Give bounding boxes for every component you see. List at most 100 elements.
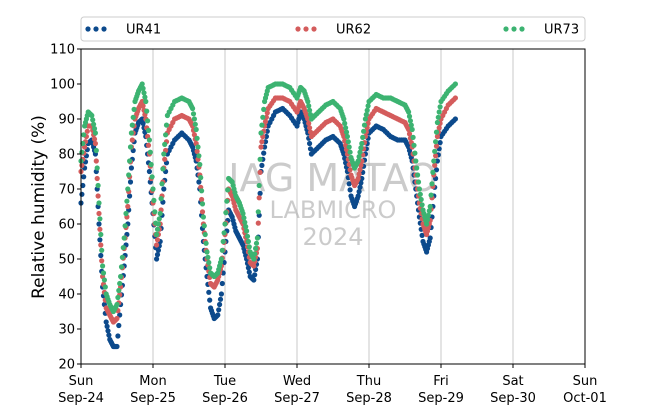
point-UR41 [114,344,119,349]
point-UR62 [256,221,261,226]
point-UR73 [194,127,199,132]
point-UR73 [151,198,156,203]
point-UR73 [159,181,164,186]
point-UR41 [128,179,133,184]
point-UR73 [122,235,127,240]
legend-label-UR62: UR62 [336,23,371,38]
point-UR73 [431,158,436,163]
point-UR73 [204,249,209,254]
point-UR73 [125,186,130,191]
point-UR73 [346,139,351,144]
point-UR62 [155,237,160,242]
point-UR41 [154,256,159,261]
point-UR73 [433,139,438,144]
point-UR73 [147,137,152,142]
point-UR73 [362,123,367,128]
point-UR73 [143,99,148,104]
point-UR41 [217,302,222,307]
point-UR41 [247,270,252,275]
point-UR73 [366,103,371,108]
point-UR62 [259,139,264,144]
point-UR73 [191,111,196,116]
point-UR62 [357,172,362,177]
point-UR41 [116,323,121,328]
point-UR41 [219,291,224,296]
point-UR62 [92,137,97,142]
point-UR73 [205,255,210,260]
point-UR73 [141,90,146,95]
point-UR73 [192,116,197,121]
point-UR41 [218,297,223,302]
point-UR73 [95,165,100,170]
point-UR73 [348,150,353,155]
point-UR73 [100,263,105,268]
x-tick-weekday-0: Sun [69,374,94,389]
point-UR62 [348,167,353,172]
point-UR73 [145,118,150,123]
point-UR41 [220,281,225,286]
point-UR73 [157,216,162,221]
x-tick-date-4: Sep-28 [346,391,392,406]
x-tick-weekday-4: Thu [356,374,381,389]
point-UR41 [356,193,361,198]
point-UR73 [98,232,103,237]
point-UR73 [260,115,265,120]
point-UR41 [106,333,111,338]
point-UR73 [436,115,441,120]
y-axis-title: Relative humidity (%) [29,115,49,299]
point-UR73 [259,123,264,128]
point-UR73 [199,188,204,193]
point-UR73 [119,264,124,269]
point-UR73 [120,255,125,260]
point-UR62 [79,163,84,168]
point-UR73 [123,211,128,216]
point-UR73 [129,130,134,135]
point-UR73 [411,135,416,140]
point-UR62 [96,193,101,198]
point-UR62 [200,209,205,214]
point-UR73 [162,142,167,147]
point-UR73 [222,221,227,226]
point-UR73 [118,274,123,279]
point-UR73 [156,221,161,226]
point-UR62 [130,137,135,142]
point-UR73 [197,162,202,167]
point-UR62 [306,121,311,126]
point-UR73 [203,232,208,237]
point-UR62 [258,144,263,149]
point-UR62 [96,211,101,216]
y-tick-label-40: 40 [58,288,75,303]
legend-marker-UR62 [311,26,316,31]
point-UR73 [128,144,133,149]
point-UR73 [206,260,211,265]
point-UR73 [160,166,165,171]
legend-marker-UR73 [519,26,524,31]
point-UR73 [193,122,198,127]
point-UR73 [81,132,86,137]
point-UR73 [242,220,247,225]
point-UR73 [365,108,370,113]
point-UR73 [96,183,101,188]
point-UR41 [98,253,103,258]
point-UR41 [307,141,312,146]
point-UR73 [434,130,439,135]
point-UR41 [156,248,161,253]
point-UR73 [91,122,96,127]
point-UR62 [125,204,130,209]
point-UR73 [257,183,262,188]
point-UR73 [256,209,261,214]
legend-marker-UR73 [511,26,516,31]
point-UR73 [307,108,312,113]
legend-label-UR73: UR73 [544,23,579,38]
x-tick-date-7: Oct-01 [563,391,607,406]
point-UR73 [429,193,434,198]
point-UR73 [132,107,137,112]
point-UR62 [251,263,256,268]
point-UR62 [94,158,99,163]
point-UR41 [129,165,134,170]
point-UR73 [144,109,149,114]
point-UR41 [147,169,152,174]
point-UR73 [414,165,419,170]
point-UR73 [121,245,126,250]
y-tick-label-100: 100 [50,78,75,93]
